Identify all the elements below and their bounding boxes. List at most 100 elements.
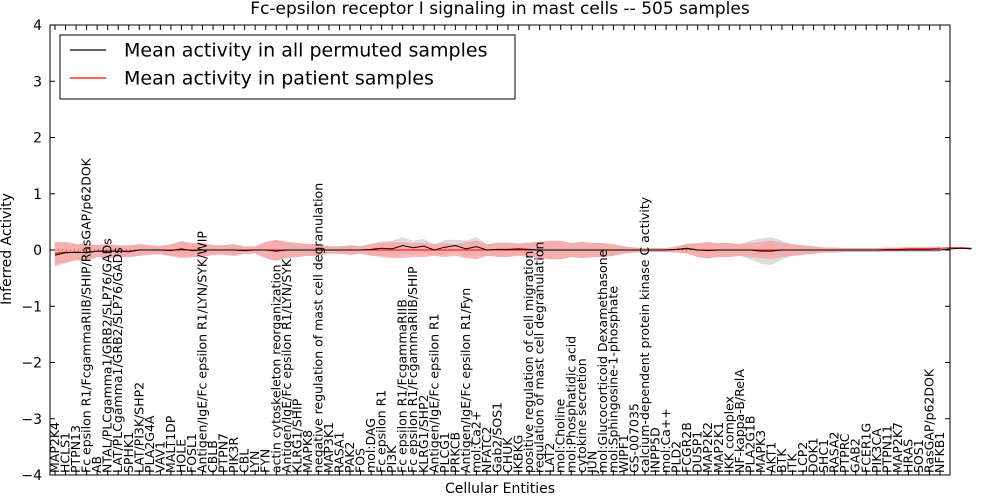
- entity-label: PAK2: [342, 442, 357, 473]
- entity-label: NTAL/PLCgamma1/GRB2/SLP76/GADs: [100, 238, 115, 473]
- entity-label: DOK1: [806, 437, 821, 473]
- entity-label: BTK: [774, 448, 789, 473]
- entity-label: FYN: [258, 449, 273, 473]
- entity-label: PRKCB: [447, 432, 462, 473]
- entity-label: MAP2K2: [700, 422, 715, 473]
- entity-label: LAT/PI3K/SHP2: [131, 382, 146, 473]
- entity-label: Antigen/IgE/Fc epsilon R1/LYN/SYK/WIP: [195, 231, 210, 473]
- entity-label: PLA2G4A: [142, 415, 157, 473]
- legend-box: [59, 34, 516, 100]
- entity-label: JUN: [584, 451, 599, 474]
- entity-label: INPP5D: [648, 427, 663, 473]
- entity-label: FCGR2B: [679, 422, 694, 473]
- lines-layer: [54, 244, 972, 256]
- permuted-mean-line: [54, 244, 972, 256]
- entity-label: RasGAP/p62DOK: [922, 368, 937, 473]
- entity-label: positive regulation of cell migration: [521, 251, 536, 473]
- y-tick-label: −4: [21, 468, 42, 484]
- y-axis-ticks: −4 −3 −2 −1 0 1 2 3 4: [21, 18, 950, 484]
- entity-label: FOS: [353, 448, 368, 473]
- entity-label: NFKB1: [932, 432, 947, 473]
- entity-label: HCLS1: [58, 432, 73, 473]
- bands-layer: [54, 237, 941, 267]
- entity-label: Fc epsilon R1/FcgammaRIIB/SHIP: [405, 266, 420, 473]
- entity-label: NF-kappa-B/RelA: [732, 369, 747, 473]
- entity-label: IKBKG: [511, 435, 526, 473]
- entity-label: PTPN7: [216, 433, 231, 473]
- entity-label: mol:Ca++: [658, 408, 673, 473]
- entity-label: GS-007035: [627, 403, 642, 473]
- entity-label: mol:Ca2+: [468, 411, 483, 473]
- entity-label: PTPRC: [837, 433, 852, 473]
- entity-label: PIK3R: [226, 437, 241, 473]
- x-axis-label: Cellular Entities: [445, 481, 555, 497]
- entity-label: Fc epsilon R1/FcgammaRIIB: [395, 299, 410, 473]
- legend-label-permuted: Mean activity in all permuted samples: [124, 40, 487, 62]
- entity-label: mol:Phosphatidic acid: [563, 336, 578, 473]
- entity-label: MALT1DP: [163, 415, 178, 473]
- entity-label: mol:Glucocorticoid Dexamethasone: [595, 249, 610, 473]
- y-tick-label: −1: [21, 299, 42, 315]
- legend-label-patient: Mean activity in patient samples: [124, 68, 434, 90]
- entity-label: negative regulation of mast cell degranu…: [310, 183, 325, 473]
- entity-label: CBLB: [205, 440, 220, 473]
- entity-label: PTPN13: [68, 425, 83, 473]
- entity-label: mol:Sphingosine-1-phosphate: [605, 286, 620, 473]
- entity-label: MAPK8: [300, 430, 315, 473]
- entity-label: Antigen/IgE/Fc epsilon R1: [426, 313, 441, 473]
- entity-label: Fc epsilon R1: [374, 390, 389, 473]
- entity-label: FOSL1: [184, 433, 199, 473]
- entity-label: WIPF1: [616, 434, 631, 473]
- entity-label: mol:Choline: [553, 398, 568, 473]
- entity-label: LAT/PLCgamma1/GRB2/SLP76/GADs: [110, 247, 125, 473]
- entity-label: LAT2: [542, 443, 557, 473]
- entity-label: Antigen/IgE/Fc epsilon R1/Fyn: [458, 288, 473, 473]
- entity-label: SPHK1: [121, 432, 136, 473]
- entity-label: Gab2/SOS1: [490, 402, 505, 473]
- entity-label: NFATC2: [479, 426, 494, 473]
- entity-label: RASA1: [332, 432, 347, 473]
- entity-label: actin cytoskeleton reorganization: [268, 264, 283, 473]
- y-axis-label: Inferred Activity: [0, 193, 15, 305]
- entity-label: PTPN11: [879, 425, 894, 473]
- entity-label: SHC1: [816, 439, 831, 473]
- y-tick-label: 2: [33, 131, 42, 147]
- entity-label: DUSP1: [690, 431, 705, 473]
- entity-label: KLRG1/SHIP: [289, 398, 304, 473]
- entity-label: PLD2: [669, 441, 684, 473]
- chart-title: Fc-epsilon receptor I signaling in mast …: [250, 0, 750, 19]
- entity-label: MAPK3: [753, 430, 768, 473]
- entity-label: PLA2G1B: [742, 415, 757, 473]
- entity-label: Fc epsilon R1/FcgammaRIIB/SHIP/RasGAP/p6…: [79, 157, 94, 473]
- entity-label: HOLE: [173, 439, 188, 473]
- entity-label: MAP2K4: [47, 422, 62, 473]
- y-tick-label: −2: [21, 356, 42, 372]
- y-tick-label: −3: [21, 412, 42, 428]
- entity-label: RASA2: [827, 432, 842, 473]
- x-axis-ticks: [54, 25, 941, 475]
- entity-label: FCER1G: [858, 423, 873, 473]
- entity-label: VAV1: [152, 441, 167, 473]
- entity-label: CHUK: [500, 437, 515, 473]
- entity-label: cytokine secretion: [574, 358, 589, 473]
- entity-label: calcium-dependent protein kinase C activ…: [637, 196, 652, 473]
- entity-label: Antigen/IgE/Fc epsilon R1/LYN/SYK: [279, 258, 294, 473]
- entity-label: LYN: [247, 451, 262, 473]
- entity-label: PIK3CA: [869, 428, 884, 473]
- legend: Mean activity in all permuted samples Me…: [59, 34, 516, 100]
- entity-label: HRAS: [900, 439, 915, 473]
- y-tick-label: 1: [33, 187, 42, 203]
- entity-label: MAP2K7: [890, 422, 905, 473]
- entity-label: SOS1: [911, 439, 926, 473]
- entity-label: CBL: [237, 449, 252, 473]
- entity-label: AB: [89, 456, 104, 473]
- y-tick-label: 3: [33, 74, 42, 90]
- entity-label: LCP2: [795, 442, 810, 473]
- entity-label: KLRG1/SHP2: [416, 394, 431, 473]
- entity-label: ITK: [785, 453, 800, 473]
- entity-label: PI3K: [384, 445, 399, 473]
- entity-label: PLCG1: [437, 432, 452, 473]
